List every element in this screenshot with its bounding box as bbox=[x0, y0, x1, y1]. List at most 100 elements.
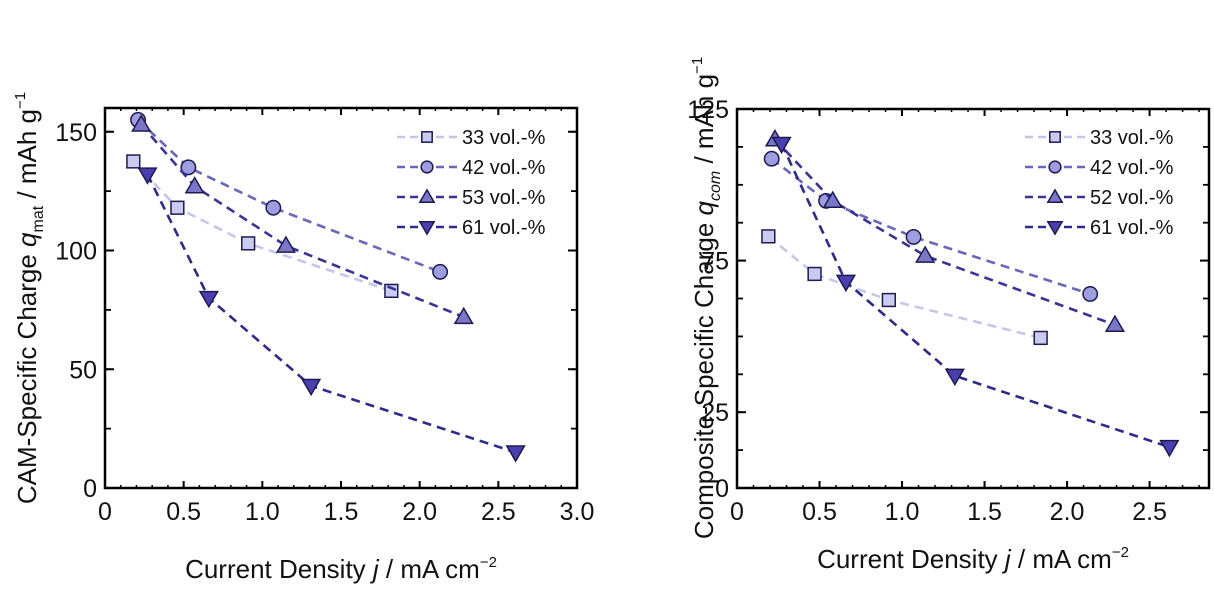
y-axis-label-sup: −1 bbox=[689, 57, 706, 74]
legend-label: 42 vol.-% bbox=[462, 157, 546, 179]
x-tick-label: 0.5 bbox=[166, 498, 201, 526]
data-point-triangle-down bbox=[771, 136, 792, 155]
data-point-triangle-down bbox=[835, 274, 857, 293]
series-line bbox=[774, 138, 1116, 327]
x-tick-label: 0 bbox=[98, 498, 112, 526]
y-axis-label-text: Composite-Specific Charge bbox=[689, 215, 719, 539]
series-line bbox=[132, 160, 392, 293]
y-axis-label-sub: com bbox=[707, 171, 724, 201]
y-tick-label: 50 bbox=[69, 356, 97, 384]
data-point-circle bbox=[432, 263, 449, 280]
x-axis-label-text: Current Density bbox=[185, 554, 373, 584]
data-point-square bbox=[170, 200, 185, 215]
data-point-circle bbox=[763, 150, 780, 167]
legend-marker-triangle-down bbox=[1046, 221, 1064, 236]
y-tick-label: 75 bbox=[701, 248, 729, 276]
data-point-triangle-up bbox=[184, 176, 205, 194]
x-axis-label-var: j bbox=[1002, 544, 1012, 574]
legend-label: 53 vol.-% bbox=[462, 187, 546, 209]
x-axis-label-sup: −2 bbox=[480, 554, 497, 571]
data-point-square bbox=[807, 266, 822, 282]
data-point-triangle-down bbox=[1159, 439, 1180, 458]
x-tick-label: 2.0 bbox=[1050, 498, 1085, 526]
x-axis-label-text: Current Density bbox=[817, 544, 1005, 574]
data-point-triangle-up bbox=[275, 235, 297, 253]
legend: 33 vol.-% 42 vol.-% 53 vol.-% 61 vol.-% bbox=[397, 127, 546, 239]
legend: 33 vol.-% 42 vol.-% 52 vol.-% 61 vol.-% bbox=[1025, 127, 1174, 239]
data-point-triangle-up bbox=[915, 245, 936, 263]
series-33-vol bbox=[761, 229, 1048, 346]
data-point-triangle-down bbox=[944, 368, 965, 387]
series-53-vol bbox=[131, 114, 474, 325]
legend-marker-circle bbox=[420, 160, 434, 174]
x-tick-label: 1.0 bbox=[245, 498, 280, 526]
legend-label: 61 vol.-% bbox=[462, 217, 546, 239]
data-point-circle bbox=[180, 159, 197, 176]
series-42-vol bbox=[763, 150, 1099, 302]
data-point-triangle-down bbox=[301, 378, 322, 397]
data-point-square bbox=[1033, 330, 1048, 346]
y-axis-label-unit: / mAh g bbox=[689, 74, 719, 171]
data-point-triangle-up bbox=[131, 114, 152, 132]
data-point-triangle-up bbox=[822, 190, 843, 209]
series-line bbox=[146, 173, 517, 454]
legend-label: 52 vol.-% bbox=[1090, 187, 1174, 209]
legend-label: 33 vol.-% bbox=[1090, 127, 1174, 149]
x-tick-label: 0.5 bbox=[802, 498, 837, 526]
y-tick-label: 150 bbox=[55, 119, 97, 147]
legend-marker-square bbox=[1049, 131, 1061, 143]
y-tick-label: 25 bbox=[701, 399, 729, 427]
data-point-circle bbox=[905, 229, 922, 245]
x-axis-label-sup: −2 bbox=[1112, 544, 1129, 561]
x-tick-label: 1.5 bbox=[324, 498, 359, 526]
y-axis-label: CAM-Specific Charge qmat / mAh g−1 bbox=[12, 92, 47, 504]
x-tick-label: 1.0 bbox=[885, 498, 920, 526]
series-line bbox=[767, 235, 1041, 340]
data-point-circle bbox=[265, 199, 282, 216]
x-axis-label: Current Density j / mA cm−2 bbox=[817, 544, 1129, 574]
x-tick-label: 0 bbox=[730, 498, 744, 526]
legend-label: 42 vol.-% bbox=[1090, 157, 1174, 179]
series-line bbox=[137, 118, 441, 274]
legend-marker-triangle-up bbox=[1046, 188, 1064, 203]
series-line bbox=[140, 123, 465, 319]
legend-label: 33 vol.-% bbox=[462, 127, 546, 149]
data-point-triangle-up bbox=[1104, 314, 1126, 333]
x-axis-label-unit: / mA cm bbox=[379, 554, 480, 584]
y-axis-label-var: q bbox=[689, 200, 719, 215]
y-axis-label-var: q bbox=[12, 232, 42, 247]
x-axis-label-var: j bbox=[370, 554, 380, 584]
series-line bbox=[780, 143, 1170, 449]
y-tick-label: 0 bbox=[715, 475, 729, 503]
y-tick-label: 100 bbox=[55, 238, 97, 266]
y-axis-label-unit: / mAh g bbox=[12, 109, 42, 206]
series-line bbox=[770, 157, 1091, 296]
y-axis-label-sup: −1 bbox=[12, 92, 29, 109]
data-point-triangle-up bbox=[453, 306, 474, 325]
data-point-triangle-down bbox=[505, 445, 526, 463]
x-tick-label: 2.5 bbox=[1132, 498, 1167, 526]
series-52-vol bbox=[764, 129, 1126, 333]
legend-marker-circle bbox=[1048, 160, 1062, 174]
data-point-square bbox=[761, 229, 776, 244]
series-61-vol bbox=[137, 167, 526, 463]
y-axis-label: Composite-Specific Charge qcom / mAh g−1 bbox=[689, 57, 724, 539]
data-point-square bbox=[241, 236, 256, 251]
legend-marker-triangle-down bbox=[418, 221, 436, 236]
series-33-vol bbox=[126, 154, 399, 299]
data-point-square bbox=[881, 292, 896, 308]
data-point-square bbox=[384, 283, 399, 299]
data-point-triangle-down bbox=[198, 290, 219, 309]
x-tick-label: 2.0 bbox=[402, 498, 437, 526]
legend-marker-triangle-up bbox=[418, 188, 436, 203]
data-point-square bbox=[126, 154, 141, 169]
y-tick-label: 0 bbox=[83, 475, 97, 503]
series-61-vol bbox=[771, 136, 1180, 458]
y-axis-label-sub: mat bbox=[30, 205, 47, 232]
y-tick-label: 125 bbox=[687, 96, 729, 124]
x-axis-label-unit: / mA cm bbox=[1011, 544, 1112, 574]
x-tick-label: 1.5 bbox=[967, 498, 1002, 526]
chart-composite-specific-charge: 0 0.5 1.0 1.5 2.0 2.5 0 25 75 125 Current Density … bbox=[687, 57, 1211, 574]
chart-cam-specific-charge: 0 0.5 1.0 1.5 2.0 2.5 3.0 0 50 100 150 Current Dens… bbox=[12, 92, 594, 584]
